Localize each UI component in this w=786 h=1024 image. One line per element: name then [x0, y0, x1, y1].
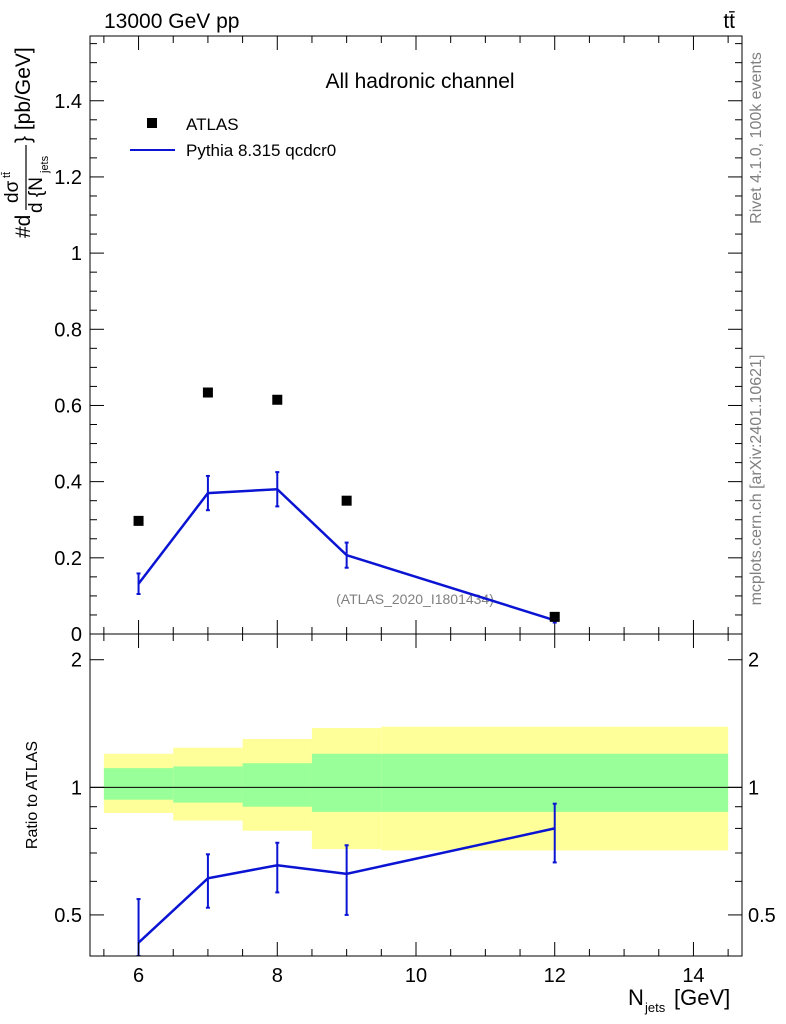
- mcplots-label: mcplots.cern.ch [arXiv:2401.10621]: [748, 355, 765, 606]
- main-x-ticks: [103, 36, 729, 634]
- atlas-data-point: [272, 394, 283, 405]
- ratio-bands: [90, 726, 742, 851]
- ylabel-den: d {N: [26, 177, 47, 213]
- uncertainty-band-inner: [103, 768, 174, 800]
- ratio-y-tick-label-left: 0.5: [54, 905, 82, 927]
- analysis-label: (ATLAS_2020_I1801434): [336, 591, 494, 607]
- ratio-x-ticks: 6 8 10 12 14: [103, 634, 729, 987]
- main-y-tick-label: 1: [71, 243, 82, 265]
- ratio-y-tick-label-left: 2: [71, 650, 82, 672]
- uncertainty-band-inner: [173, 766, 243, 803]
- main-y-axis-label: #d dσ tt̄ d {N jets } [pb/GeV]: [1, 47, 51, 238]
- main-y-tick-label: 0.4: [54, 472, 82, 494]
- xlabel-sub: jets: [644, 1000, 666, 1015]
- main-y-tick-label-zero: 0: [71, 624, 82, 646]
- ratio-data-marks: [136, 802, 557, 956]
- ylabel-num-sup: tt̄: [1, 172, 13, 178]
- uncertainty-band-inner: [311, 753, 382, 812]
- ratio-y-tick-label-left: 1: [71, 777, 82, 799]
- ratio-y-ticks: 0.5 0.5 1 1 2 2: [54, 650, 776, 957]
- ratio-y-tick-label-right: 1: [748, 777, 759, 799]
- main-y-tick-label: 1.2: [54, 167, 82, 189]
- atlas-data-point: [133, 515, 144, 526]
- xlabel-post: [GeV]: [674, 985, 730, 1010]
- ylabel-post: } [pb/GeV]: [12, 47, 35, 143]
- x-tick-label: 14: [682, 965, 704, 987]
- rivet-label: Rivet 4.1.0, 100k events: [748, 52, 765, 224]
- main-y-ticks: 0.2 0.4 0.6 0.8 1 1.2 1.4 0: [54, 43, 742, 646]
- ylabel-num: dσ: [2, 180, 23, 203]
- ylabel-den-sub: jets: [39, 155, 51, 174]
- ratio-y-tick-label-right: 2: [748, 650, 759, 672]
- atlas-data-point: [341, 495, 352, 506]
- legend-marker-atlas: [147, 118, 157, 128]
- x-tick-label: 10: [405, 965, 427, 987]
- legend: ATLAS Pythia 8.315 qcdcr0: [130, 115, 336, 160]
- x-tick-label: 12: [544, 965, 566, 987]
- main-data-marks: [133, 387, 560, 624]
- main-y-tick-label: 0.6: [54, 395, 82, 417]
- atlas-data-point: [549, 611, 560, 622]
- xlabel-main: N: [628, 985, 644, 1010]
- legend-label-atlas: ATLAS: [186, 115, 239, 134]
- x-tick-label: 6: [133, 965, 144, 987]
- ylabel-pre: #d: [12, 215, 35, 238]
- x-axis-label: N jets [GeV]: [628, 985, 730, 1015]
- main-y-tick-label: 1.4: [54, 91, 82, 113]
- ratio-y-tick-label-right: 0.5: [748, 905, 776, 927]
- process-label: tt̄: [723, 10, 735, 33]
- main-panel: 0.2 0.4 0.6 0.8 1 1.2 1.4 0 All hadronic channe…: [1, 35, 743, 646]
- legend-label-pythia: Pythia 8.315 qcdcr0: [186, 141, 336, 160]
- main-y-tick-label: 0.2: [54, 548, 82, 570]
- uncertainty-band-inner: [381, 753, 729, 812]
- main-title: All hadronic channel: [325, 70, 514, 93]
- main-y-tick-label: 0.8: [54, 319, 82, 341]
- atlas-data-point: [202, 387, 213, 398]
- ratio-y-axis-label: Ratio to ATLAS: [24, 741, 41, 849]
- ratio-panel: 0.5 0.51 12 2 6 8 10 12 14 Ratio to ATLAS N jet…: [24, 633, 776, 1015]
- uncertainty-band-inner: [242, 763, 312, 807]
- x-tick-label: 8: [272, 965, 283, 987]
- energy-label: 13000 GeV pp: [104, 10, 239, 33]
